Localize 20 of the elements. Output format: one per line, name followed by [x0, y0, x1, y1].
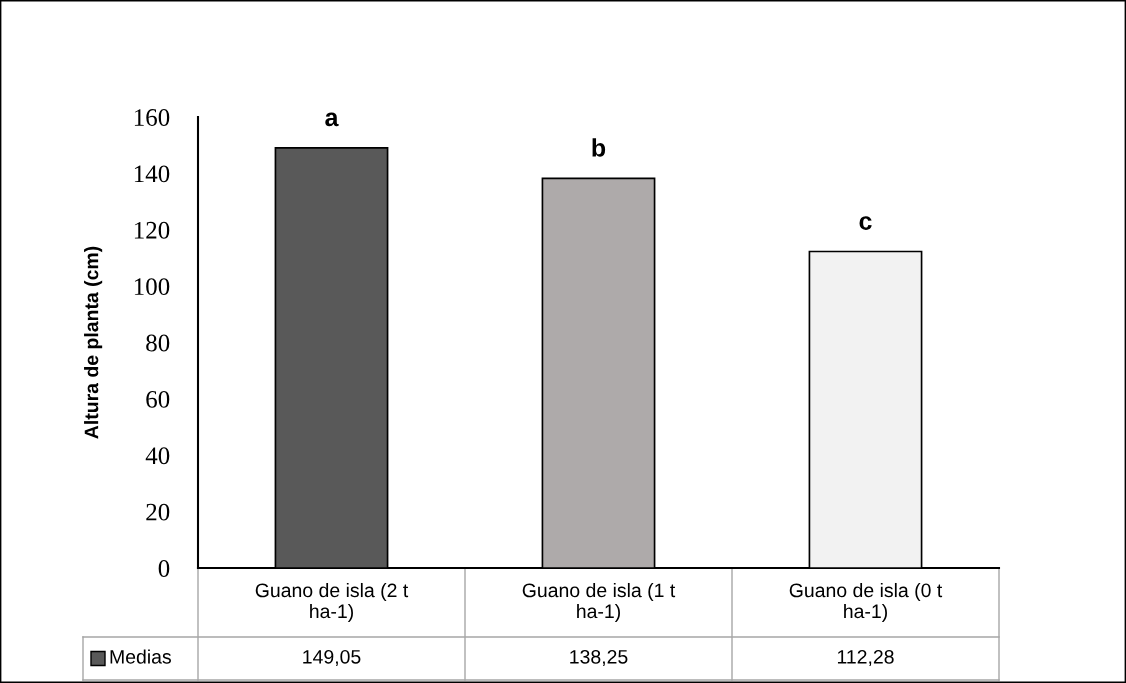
- y-tick-label: 40: [145, 447, 170, 465]
- x-tick-label: Guano de isla (2 t ha-1): [255, 582, 409, 623]
- y-tick-label: 0: [158, 560, 170, 577]
- y-tick-label: 120: [134, 221, 170, 239]
- data-label: 138,25: [570, 649, 628, 667]
- y-tick-label: 20: [146, 503, 170, 521]
- data-label: 149,05: [303, 649, 361, 667]
- x-tick-label: Guano de isla (1 t ha-1): [522, 582, 676, 623]
- y-tick-label: 80: [146, 334, 170, 352]
- data-label: 112,28: [837, 649, 894, 667]
- annotation: b: [592, 138, 606, 157]
- x-tick-label: Guano de isla (0 t ha-1): [789, 582, 943, 623]
- y-axis-title: Altura de planta (cm): [84, 246, 103, 439]
- y-tick-label: 140: [134, 165, 170, 183]
- annotation: c: [859, 216, 872, 230]
- y-tick-label: 160: [134, 109, 170, 126]
- y-tick-label: 100: [134, 278, 170, 296]
- y-tick-label: 60: [146, 390, 170, 408]
- annotation: a: [325, 112, 339, 127]
- legend-label: Medias: [110, 649, 171, 664]
